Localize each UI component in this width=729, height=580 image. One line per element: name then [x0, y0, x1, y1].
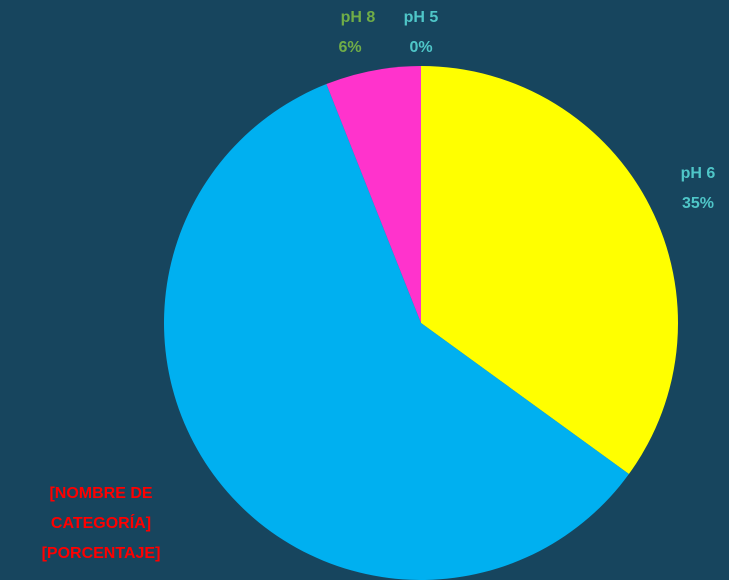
pie-slice-ph-8	[326, 66, 421, 323]
slice-label-placeholder-name-line1: [NOMBRE DE	[49, 485, 152, 502]
slice-label-ph5-name: pH 5	[404, 9, 439, 26]
slice-label-ph6-name: pH 6	[681, 165, 716, 182]
pie-slices	[164, 66, 679, 580]
slice-label-placeholder-percent: [PORCENTAJE]	[42, 545, 161, 562]
slice-label-placeholder-name-line2: CATEGORÍA]	[51, 513, 151, 532]
slice-label-placeholder-name-part2: CATEGORÍA]	[51, 513, 151, 532]
pie-slice-nombre-de-categor-a	[164, 84, 629, 580]
slice-label-ph5-percent: 0%	[409, 39, 432, 56]
slice-label-placeholder-name-part1: [NOMBRE DE	[49, 485, 152, 502]
pie-slice-ph-6	[421, 66, 679, 475]
slice-label-ph8-name: pH 8	[341, 9, 376, 26]
slice-label-ph6-percent: 35%	[682, 195, 714, 212]
slice-label-ph8-percent: 6%	[338, 39, 361, 56]
